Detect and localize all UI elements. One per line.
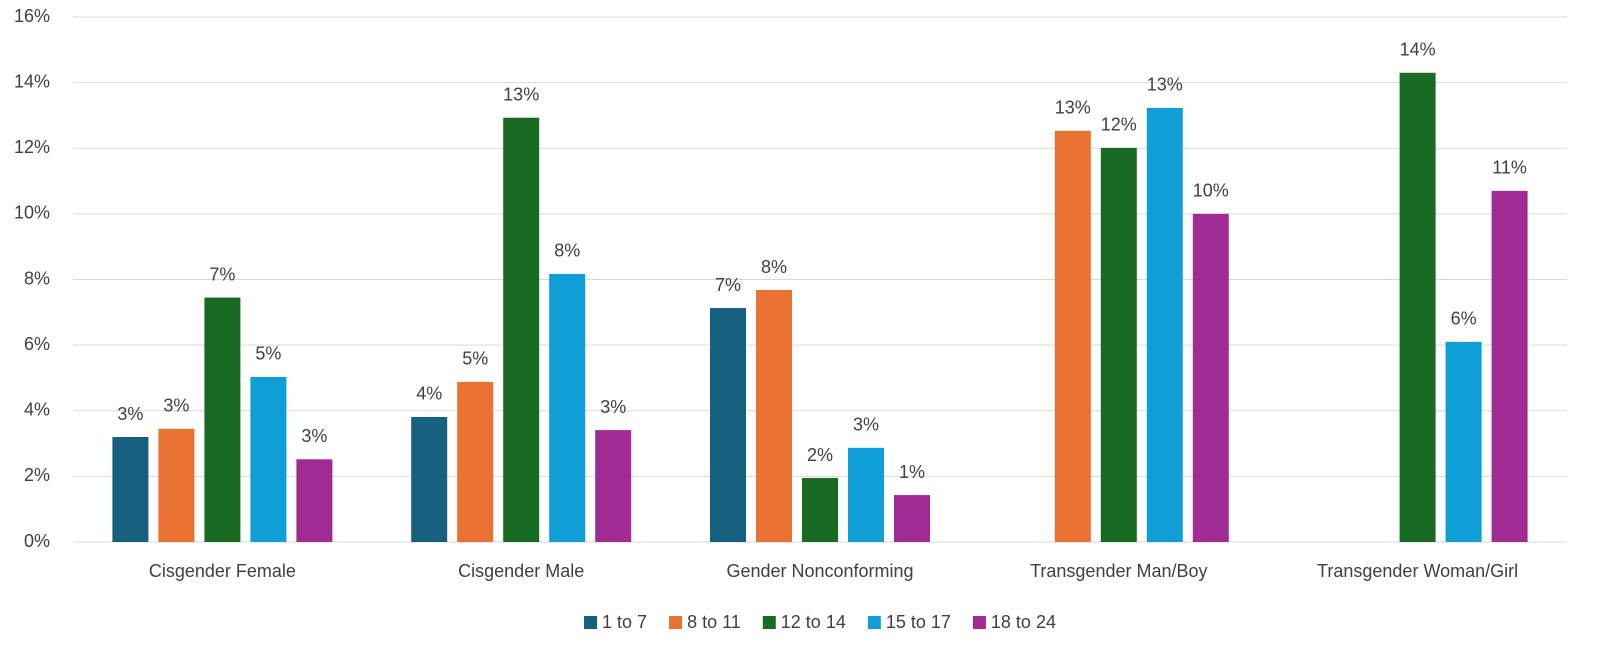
data-label: 3% [600,397,626,417]
data-label: 8% [761,257,787,277]
data-label: 13% [1055,98,1091,118]
x-tick-label: Cisgender Male [458,561,584,581]
data-label: 5% [255,344,281,364]
bar [1446,342,1482,542]
data-label: 6% [1451,309,1477,329]
bar [710,308,746,542]
bar [503,118,539,542]
data-label: 14% [1400,40,1436,60]
x-tick-label: Gender Nonconforming [726,561,913,581]
data-label: 12% [1101,115,1137,135]
y-tick-label: 0% [24,531,50,551]
data-label: 8% [554,241,580,261]
legend-swatch [868,616,881,629]
bar [1193,214,1229,542]
x-tick-label: Transgender Man/Boy [1030,561,1207,581]
data-label: 7% [209,264,235,284]
legend-label: 15 to 17 [886,612,951,632]
y-tick-label: 10% [14,203,50,223]
bar [250,377,286,542]
data-label: 10% [1193,181,1229,201]
y-tick-label: 2% [24,465,50,485]
data-label: 3% [163,396,189,416]
legend-label: 12 to 14 [781,612,846,632]
bar [848,448,884,542]
data-label: 3% [301,426,327,446]
bar [112,437,148,542]
legend-swatch [669,616,682,629]
data-label: 2% [807,445,833,465]
data-label: 13% [503,84,539,104]
legend-label: 1 to 7 [602,612,647,632]
bar [549,274,585,542]
bar [204,298,240,542]
bar [1101,148,1137,542]
data-label: 5% [462,349,488,369]
bar [756,290,792,542]
bar [1400,73,1436,542]
bar [1055,131,1091,542]
y-tick-label: 16% [14,6,50,26]
bar [1147,108,1183,542]
bar [802,478,838,542]
data-label: 4% [416,384,442,404]
bar [158,429,194,542]
bar [296,459,332,542]
data-label: 3% [117,404,143,424]
legend-swatch [763,616,776,629]
bar [1492,191,1528,542]
page: 0% 2% 4% 6% 8% 10% 12% 14% 16% Cisgender Female 3%… [0,0,1619,655]
data-label: 13% [1147,75,1183,95]
x-tick-label: Cisgender Female [149,561,296,581]
y-tick-label: 14% [14,71,50,91]
y-tick-label: 12% [14,137,50,157]
bar [457,382,493,542]
y-tick-label: 8% [24,268,50,288]
legend-label: 8 to 11 [687,612,741,632]
legend-swatch [584,616,597,629]
y-tick-label: 6% [24,334,50,354]
x-tick-label: Transgender Woman/Girl [1317,561,1518,581]
data-label: 3% [853,415,879,435]
data-label: 11% [1492,158,1527,178]
bar [595,430,631,542]
data-label: 1% [899,462,925,482]
bar [894,495,930,542]
bar [411,417,447,542]
legend-swatch [973,616,986,629]
data-label: 7% [715,275,741,295]
y-tick-label: 4% [24,400,50,420]
chart: 0% 2% 4% 6% 8% 10% 12% 14% 16% Cisgender Female 3%… [0,0,1619,655]
legend-label: 18 to 24 [991,612,1056,632]
